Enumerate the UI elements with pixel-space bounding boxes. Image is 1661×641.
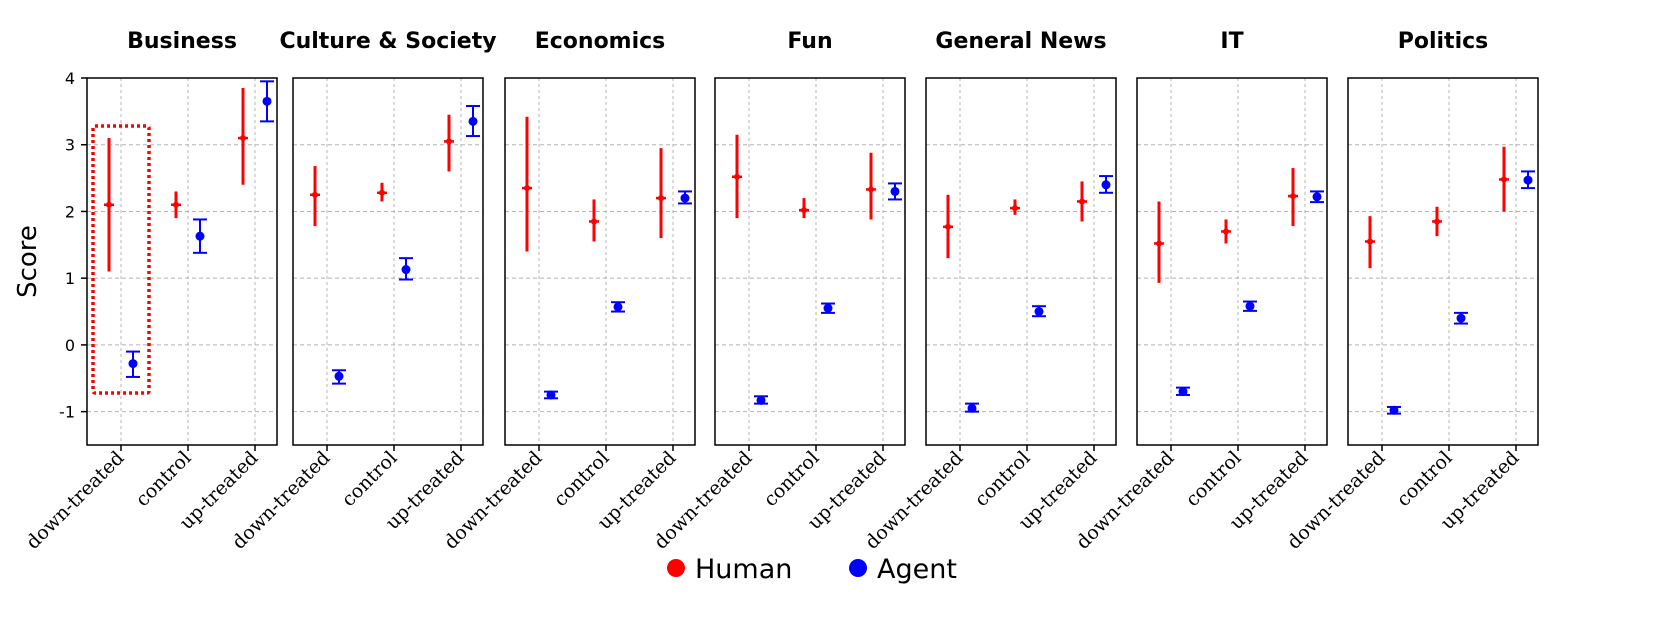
human-point: [1367, 238, 1373, 245]
agent-point: [401, 265, 411, 275]
agent-point: [756, 395, 766, 405]
x-tick-label: control: [337, 447, 401, 511]
x-tick-label: control: [549, 447, 613, 511]
panel-title: Economics: [535, 29, 666, 54]
human-point: [734, 173, 740, 180]
y-tick-label: 2: [65, 202, 75, 221]
agent-point: [890, 186, 900, 196]
human-point: [446, 138, 452, 145]
highlight-box: [91, 124, 151, 395]
human-point: [106, 201, 112, 208]
panel-frame: [1136, 77, 1328, 446]
panel-title: Culture & Society: [279, 29, 496, 54]
x-tick-label: control: [1392, 447, 1456, 511]
x-tick-label: control: [131, 447, 195, 511]
legend-label-agent: Agent: [877, 554, 957, 585]
agent-point: [1178, 387, 1188, 397]
x-tick-label: control: [970, 447, 1034, 511]
panel-frame: [292, 77, 484, 446]
panel-frame: [86, 77, 278, 446]
panel-frame: [1347, 77, 1539, 446]
human-point: [1079, 198, 1085, 205]
human-point: [240, 135, 246, 142]
panel-title: General News: [935, 29, 1106, 54]
agent-point: [1101, 180, 1111, 190]
agent-point: [334, 371, 344, 381]
human-point: [1012, 205, 1018, 212]
agent-point: [128, 359, 138, 369]
human-point: [591, 218, 597, 225]
agent-point: [1312, 192, 1322, 202]
y-tick-label: 0: [65, 336, 75, 355]
agent-point: [613, 302, 623, 312]
x-tick-label: control: [1181, 447, 1245, 511]
agent-point: [680, 193, 690, 203]
legend-marker-agent: [849, 559, 867, 577]
panel-title: Fun: [787, 29, 832, 54]
agent-point: [262, 96, 272, 106]
human-point: [379, 189, 385, 196]
agent-point: [1245, 301, 1255, 311]
human-point: [1434, 218, 1440, 225]
agent-point: [468, 116, 478, 126]
panel-title: Business: [127, 29, 237, 54]
legend-label-human: Human: [695, 554, 792, 585]
human-point: [524, 185, 530, 192]
panel-title: IT: [1220, 29, 1243, 54]
human-point: [1156, 240, 1162, 247]
human-point: [945, 223, 951, 230]
y-tick-label: -1: [59, 403, 75, 422]
agent-point: [823, 303, 833, 313]
agent-point: [1034, 307, 1044, 317]
human-point: [1501, 176, 1507, 183]
human-point: [312, 191, 318, 198]
agent-point: [967, 403, 977, 413]
agent-point: [195, 231, 205, 241]
y-tick-label: 3: [65, 136, 75, 155]
human-point: [801, 207, 807, 214]
human-point: [1223, 228, 1229, 235]
x-tick-label: down-treated: [22, 447, 129, 554]
agent-point: [1389, 405, 1399, 415]
y-tick-label: 1: [65, 269, 75, 288]
legend-marker-human: [667, 559, 685, 577]
panel-frame: [925, 77, 1117, 446]
human-point: [1290, 193, 1296, 200]
human-point: [658, 195, 664, 202]
agent-point: [546, 390, 556, 400]
x-tick-label: control: [759, 447, 823, 511]
human-point: [868, 186, 874, 193]
y-axis-label: Score: [13, 225, 43, 298]
agent-point: [1523, 175, 1533, 185]
agent-point: [1456, 313, 1466, 323]
human-point: [173, 201, 179, 208]
y-tick-label: 4: [65, 69, 75, 88]
panel-title: Politics: [1398, 29, 1489, 54]
panel-frame: [714, 77, 906, 446]
panel-frame: [504, 77, 696, 446]
